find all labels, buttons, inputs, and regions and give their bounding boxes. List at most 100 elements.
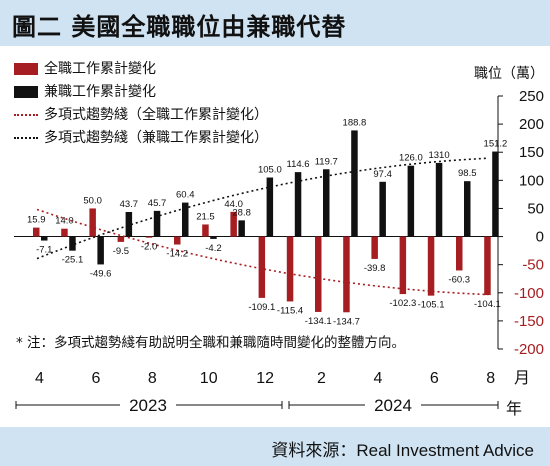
- x-tick-label: 12: [256, 370, 274, 387]
- fulltime-data-label: -2.0: [141, 242, 157, 253]
- parttime-data-label: 60.4: [176, 190, 195, 201]
- source-bar: 資料來源：Real Investment Advice: [0, 427, 550, 466]
- parttime-bar: [294, 172, 302, 237]
- parttime-bar: [41, 236, 48, 241]
- parttime-data-label: 151.2: [484, 139, 508, 150]
- parttime-bar: [97, 236, 104, 265]
- y-axis-label: 職位（萬）: [474, 66, 544, 82]
- legend-label-fulltime: 全職工作累計變化: [44, 61, 156, 77]
- year-label-bg: [120, 394, 176, 414]
- x-unit-month: 月: [514, 368, 530, 387]
- legend-item-fulltime: 全職工作累計變化: [14, 58, 156, 78]
- y-tick-label: 100: [519, 172, 544, 189]
- parttime-data-label: 105.0: [258, 165, 282, 176]
- parttime-data-label: -7.1: [36, 245, 52, 256]
- year-label: 2023: [129, 396, 167, 415]
- chart-title: 圖二 美國全職職位由兼職代替: [12, 12, 347, 41]
- y-tick-label: 150: [519, 144, 544, 161]
- fulltime-bar: [230, 211, 237, 237]
- parttime-bar: [125, 211, 133, 237]
- fulltime-bar: [315, 236, 322, 312]
- fulltime-bar: [89, 208, 96, 237]
- parttime-bar: [323, 169, 330, 237]
- x-tick-label: 8: [148, 370, 157, 387]
- legend-swatch-parttime: [14, 86, 38, 98]
- year-label-bg: [365, 394, 421, 414]
- fulltime-data-label: -39.8: [364, 263, 386, 274]
- footnote: * 注：多項式趨勢綫有助説明全職和兼職隨時間變化的整體方向。: [16, 335, 406, 351]
- parttime-bar: [182, 202, 189, 237]
- parttime-data-label: -25.1: [62, 255, 84, 266]
- fulltime-bar: [371, 236, 378, 259]
- parttime-data-label: 1310: [428, 150, 449, 161]
- parttime-data-label: 45.7: [148, 198, 167, 209]
- y-tick-label: -50: [522, 257, 544, 274]
- fulltime-bar: [33, 227, 40, 237]
- fulltime-bar: [258, 236, 266, 298]
- fulltime-bar: [343, 236, 350, 313]
- fulltime-data-label: 21.5: [196, 211, 215, 222]
- parttime-bar: [238, 220, 245, 237]
- y-tick-label: -200: [514, 341, 544, 358]
- fulltime-bar: [286, 236, 294, 302]
- parttime-bar: [407, 165, 415, 237]
- y-tick-label: 0: [536, 229, 544, 246]
- x-tick-label: 2: [317, 370, 326, 387]
- legend-swatch-ft-trend: [14, 114, 38, 116]
- fulltime-data-label: 50.0: [83, 195, 102, 206]
- year-label: 2024: [374, 396, 412, 415]
- parttime-data-label: 126.0: [399, 153, 423, 164]
- parttime-data-label: -4.2: [205, 243, 221, 254]
- parttime-bar: [266, 177, 274, 237]
- parttime-data-label: 188.8: [343, 117, 367, 128]
- legend-swatch-fulltime: [14, 63, 38, 75]
- y-tick-label: -150: [514, 313, 544, 330]
- parttime-trend-line: [36, 157, 489, 260]
- y-tick-label: 250: [519, 88, 544, 105]
- parttime-data-label: -49.6: [90, 268, 112, 279]
- fulltime-bar: [117, 236, 125, 242]
- legend-item-parttime: 兼職工作累計變化: [14, 81, 156, 101]
- parttime-bar: [492, 151, 499, 237]
- parttime-bar: [69, 236, 76, 251]
- y-tick-label: 200: [519, 116, 544, 133]
- parttime-data-label: 28.8: [232, 207, 251, 218]
- fulltime-data-label: -60.3: [448, 274, 470, 285]
- fulltime-trend-line: [36, 208, 489, 296]
- x-tick-label: 6: [91, 370, 100, 387]
- x-unit-year: 年: [506, 399, 522, 418]
- fulltime-data-label: -9.5: [113, 246, 129, 257]
- x-tick-label: 4: [35, 370, 44, 387]
- parttime-bar: [435, 162, 443, 237]
- parttime-bar: [379, 181, 386, 237]
- legend-label-pt-trend: 多項式趨勢綫（兼職工作累計變化）: [44, 130, 268, 146]
- parttime-data-label: 98.5: [458, 168, 477, 179]
- fulltime-bar: [145, 236, 153, 238]
- fulltime-bar: [399, 236, 407, 295]
- fulltime-data-label: 44.0: [224, 199, 243, 210]
- fulltime-data-label: 15.9: [27, 215, 46, 226]
- fulltime-data-label: -134.7: [333, 316, 360, 327]
- x-tick-label: 6: [430, 370, 439, 387]
- fulltime-data-label: -102.3: [389, 298, 416, 309]
- parttime-data-label: 97.4: [373, 169, 392, 180]
- y-tick-label: 50: [527, 200, 544, 217]
- legend-item-ft-trend: 多項式趨勢綫（全職工作累計變化）: [14, 104, 268, 124]
- fulltime-data-label: -115.4: [277, 305, 303, 316]
- fulltime-bar: [174, 236, 181, 245]
- fulltime-bar: [427, 236, 435, 296]
- parttime-bar: [464, 181, 471, 237]
- legend-label-ft-trend: 多項式趨勢綫（全職工作累計變化）: [44, 107, 268, 123]
- fulltime-bar: [456, 236, 463, 271]
- fulltime-data-label: -105.1: [418, 300, 445, 311]
- parttime-data-label: 114.6: [287, 159, 310, 170]
- parttime-data-label: 119.7: [315, 156, 338, 167]
- fulltime-data-label: -134.1: [305, 316, 332, 327]
- fulltime-data-label: -109.1: [248, 302, 275, 313]
- x-tick-label: 8: [486, 370, 495, 387]
- legend-item-pt-trend: 多項式趨勢綫（兼職工作累計變化）: [14, 127, 268, 147]
- legend-swatch-pt-trend: [14, 137, 38, 139]
- x-tick-label: 10: [200, 370, 218, 387]
